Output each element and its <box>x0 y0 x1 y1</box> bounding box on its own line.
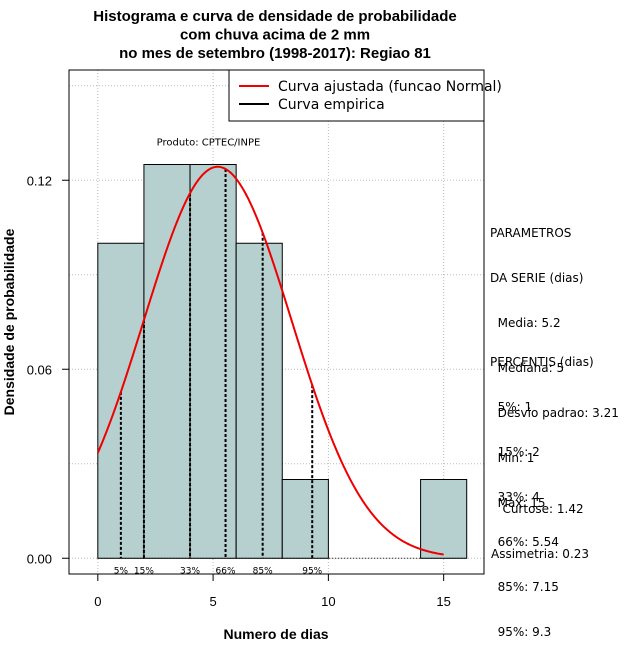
y-axis-label: Densidade de probabilidade <box>1 228 17 415</box>
percentis-line: 5%: 1 <box>490 400 533 414</box>
histogram-bar <box>281 479 329 559</box>
axes: 0 5 10 15 0.00 0.06 0.12 Numero de dias Densidad… <box>1 173 451 642</box>
histogram-bar <box>420 479 468 559</box>
histogram-bar <box>189 164 237 559</box>
moments-block: Curtose: 1.42 Assimetria: 0.23 <box>491 472 589 577</box>
percentis-line: 15%: 2 <box>490 445 540 459</box>
y-tick-label: 0.12 <box>27 173 52 188</box>
parametros-line: Media: 5.2 <box>490 316 561 330</box>
parametros-line: DA SERIE (dias) <box>490 271 584 285</box>
percentile-label: 33% <box>180 566 200 576</box>
parametros-line: Max: 15 <box>490 496 546 510</box>
title-line: no mes de setembro (1998-2017): Regiao 8… <box>119 45 431 62</box>
parametros-line: Min: 1 <box>490 451 535 465</box>
fitted-curve-path <box>96 165 444 556</box>
percentis-line: PERCENTIS (dias) <box>490 355 594 369</box>
chart-title: Histograma e curva de densidade de proba… <box>93 8 456 62</box>
percentile-label: 5% <box>114 566 129 576</box>
histogram-bars <box>97 164 468 559</box>
x-tick-label: 15 <box>436 594 450 609</box>
percentis-line: 33%: 4 <box>490 490 540 504</box>
parametros-line: Desvio padrao: 3.21 <box>490 406 619 420</box>
y-tick-label: 0.00 <box>27 551 52 566</box>
title-line: com chuva acima de 2 mm <box>180 27 370 44</box>
percentile-lines: 5% 15% 33% 66% 85% 95% <box>114 168 323 576</box>
x-tick-label: 5 <box>209 594 216 609</box>
legend: Curva ajustada (funcao Normal) Curva empi… <box>228 69 502 122</box>
x-tick-label: 10 <box>321 594 335 609</box>
parametros-line: Mediana: 5 <box>490 361 565 375</box>
percentile-label: 66% <box>216 566 236 576</box>
percentis-line: 85%: 7.15 <box>490 580 559 594</box>
histogram-bar <box>143 164 191 559</box>
x-axis-label: Numero de dias <box>223 626 328 642</box>
percentis-line: 95%: 9.3 <box>490 625 552 639</box>
legend-label-empirical: Curva empirica <box>278 97 385 113</box>
curtose-line: Curtose: 1.42 <box>491 502 584 516</box>
assimetria-line: Assimetria: 0.23 <box>491 547 590 561</box>
legend-box <box>228 69 485 122</box>
legend-label-fitted: Curva ajustada (funcao Normal) <box>278 79 502 95</box>
histogram-bar <box>235 242 283 559</box>
produto-annotation: Produto: CPTEC/INPE <box>157 138 261 149</box>
title-line: Histograma e curva de densidade de proba… <box>93 8 456 25</box>
histogram-bar <box>97 242 145 559</box>
y-tick-label: 0.06 <box>27 362 52 377</box>
x-tick-label: 0 <box>94 594 101 609</box>
fitted-curve <box>96 165 444 556</box>
percentile-label: 95% <box>302 566 322 576</box>
percentis-line: 66%: 5.54 <box>490 535 559 549</box>
parametros-line: PARAMETROS <box>490 226 572 240</box>
percentile-label: 85% <box>253 566 273 576</box>
parametros-block: PARAMETROS DA SERIE (dias) Media: 5.2 Me… <box>490 196 619 526</box>
percentile-label: 15% <box>134 566 154 576</box>
percentis-block: PERCENTIS (dias) 5%: 1 15%: 2 33%: 4 66%… <box>490 325 594 655</box>
